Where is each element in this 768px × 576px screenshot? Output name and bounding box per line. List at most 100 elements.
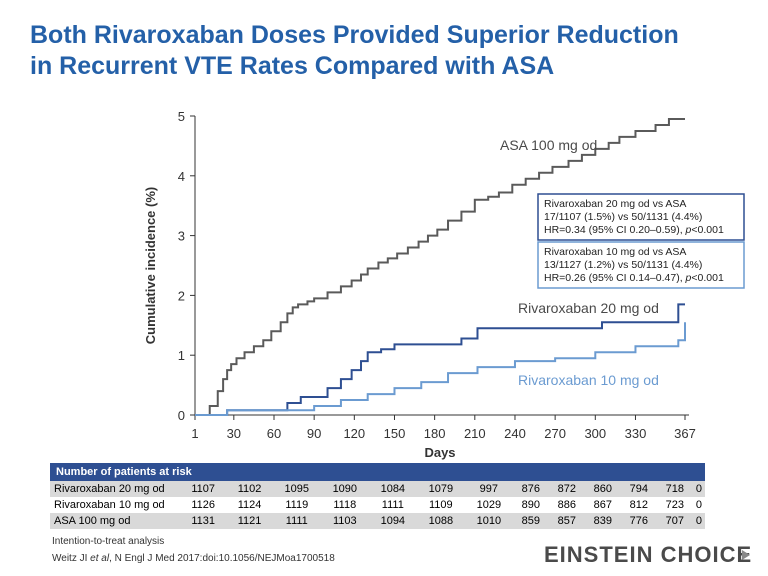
risk-cell: 1118 xyxy=(320,497,369,513)
risk-cell: 859 xyxy=(512,513,549,529)
risk-cell: 1111 xyxy=(272,513,321,529)
stat-box-p-label: p xyxy=(685,272,692,284)
risk-cell: 0 xyxy=(692,513,705,529)
logo-image: EINSTEIN CHOICE xyxy=(544,542,752,567)
citation-etal: et al xyxy=(90,553,110,564)
risk-cell: 1126 xyxy=(180,497,227,513)
risk-table: Number of patients at risk Rivaroxaban 2… xyxy=(50,463,705,529)
risk-cell: 890 xyxy=(512,497,549,513)
risk-cell: 1010 xyxy=(464,513,513,529)
y-tick-label: 2 xyxy=(178,288,185,303)
risk-cell: 707 xyxy=(656,513,693,529)
y-tick-label: 3 xyxy=(178,229,185,244)
risk-row-label: Rivaroxaban 20 mg od xyxy=(50,481,180,497)
stat-box-hr: HR=0.26 (95% CI 0.14–0.47), xyxy=(544,272,686,284)
risk-cell: 1090 xyxy=(320,481,369,497)
risk-cell: 839 xyxy=(584,513,621,529)
stat-box-line: Rivaroxaban 10 mg od vs ASA xyxy=(544,246,686,258)
citation-authors: Weitz JI xyxy=(52,553,91,564)
risk-cell: 876 xyxy=(512,481,549,497)
y-axis-label: Cumulative incidence (%) xyxy=(143,187,158,344)
stat-box-frame xyxy=(537,193,745,241)
svg-text:EINSTEIN CHOICE: EINSTEIN CHOICE xyxy=(544,542,752,567)
citation-journal: , N Engl J Med xyxy=(109,553,175,564)
y-tick-label: 1 xyxy=(178,348,185,363)
x-tick-label: 150 xyxy=(384,426,406,441)
risk-cell: 1109 xyxy=(416,497,465,513)
stat-box-hr: HR=0.34 (95% CI 0.20–0.59), xyxy=(544,224,686,236)
y-tick-label: 0 xyxy=(178,408,185,423)
x-tick-label: 90 xyxy=(307,426,321,441)
risk-cell: 1119 xyxy=(272,497,321,513)
risk-cell: 867 xyxy=(584,497,621,513)
risk-cell: 1124 xyxy=(226,497,273,513)
x-tick-label: 240 xyxy=(504,426,526,441)
risk-cell: 886 xyxy=(548,497,585,513)
risk-cell: 1029 xyxy=(464,497,513,513)
citation-doi: 2017:doi:10.1056/NEJMoa1700518 xyxy=(174,553,335,564)
x-axis-label: Days xyxy=(424,445,455,460)
stat-box-frame xyxy=(537,241,745,289)
footnote-itt: Intention-to-treat analysis xyxy=(52,536,165,547)
stat-box-line: Rivaroxaban 20 mg od vs ASA xyxy=(544,198,686,210)
risk-cell: 857 xyxy=(548,513,585,529)
risk-cell: 794 xyxy=(620,481,657,497)
risk-cell: 1107 xyxy=(180,481,227,497)
series-annotation-1: Rivaroxaban 20 mg od xyxy=(518,300,659,316)
risk-cell: 860 xyxy=(584,481,621,497)
series-annotation-0: ASA 100 mg od xyxy=(500,137,597,153)
x-tick-label: 1 xyxy=(191,426,198,441)
x-tick-label: 210 xyxy=(464,426,486,441)
risk-row-label: ASA 100 mg od xyxy=(50,513,180,529)
citation: Weitz JI et al, N Engl J Med 2017:doi:10… xyxy=(52,553,335,564)
risk-cell: 0 xyxy=(692,497,705,513)
risk-cell: 1079 xyxy=(416,481,465,497)
x-tick-label: 60 xyxy=(267,426,281,441)
x-tick-label: 330 xyxy=(625,426,647,441)
x-tick-label: 30 xyxy=(227,426,241,441)
risk-cell: 997 xyxy=(464,481,513,497)
title-line-2: in Recurrent VTE Rates Compared with ASA xyxy=(30,52,555,80)
risk-cell: 1095 xyxy=(272,481,321,497)
x-tick-label: 180 xyxy=(424,426,446,441)
risk-table-row: ASA 100 mg od 1131 1121 1111 1103 1094 1088 101… xyxy=(50,513,705,529)
risk-cell: 718 xyxy=(656,481,693,497)
x-tick-label: 300 xyxy=(584,426,606,441)
risk-cell: 1102 xyxy=(226,481,273,497)
risk-cell: 872 xyxy=(548,481,585,497)
series-line-1 xyxy=(195,303,685,416)
risk-row-label: Rivaroxaban 10 mg od xyxy=(50,497,180,513)
risk-cell: 1084 xyxy=(368,481,417,497)
stat-box-line: 13/1127 (1.2%) vs 50/1131 (4.4%) xyxy=(544,259,702,271)
einstein-choice-logo: EINSTEIN CHOICE xyxy=(544,540,754,574)
x-tick-label: 367 xyxy=(674,426,696,441)
y-tick-label: 5 xyxy=(178,109,185,124)
series-line-2 xyxy=(195,322,686,416)
title-line-1: Both Rivaroxaban Doses Provided Superior… xyxy=(30,21,679,49)
risk-cell: 0 xyxy=(692,481,705,497)
risk-cell: 1111 xyxy=(368,497,417,513)
x-tick-label: 120 xyxy=(343,426,365,441)
risk-cell: 812 xyxy=(620,497,657,513)
risk-table-header: Number of patients at risk xyxy=(50,463,705,481)
series-line-0 xyxy=(195,117,685,416)
stat-box-p-value: <0.001 xyxy=(691,224,724,236)
y-tick-label: 4 xyxy=(178,169,185,184)
risk-cell: 776 xyxy=(620,513,657,529)
slide-title: Both Rivaroxaban Doses Provided Superior… xyxy=(30,20,750,82)
risk-cell: 1088 xyxy=(416,513,465,529)
risk-cell: 1131 xyxy=(180,513,227,529)
risk-cell: 1121 xyxy=(226,513,273,529)
risk-table-row: Rivaroxaban 10 mg od 1126 1124 1119 1118 1111… xyxy=(50,497,705,513)
x-tick-label: 270 xyxy=(544,426,566,441)
stat-box-p-label: p xyxy=(685,224,692,236)
risk-cell: 723 xyxy=(656,497,693,513)
risk-cell: 1103 xyxy=(320,513,369,529)
stat-box-hr-line: HR=0.26 (95% CI 0.14–0.47), p<0.001 xyxy=(544,272,724,284)
stat-box-hr-line: HR=0.34 (95% CI 0.20–0.59), p<0.001 xyxy=(544,224,724,236)
stat-box-p-value: <0.001 xyxy=(691,272,724,284)
stat-box-line: 17/1107 (1.5%) vs 50/1131 (4.4%) xyxy=(544,211,702,223)
